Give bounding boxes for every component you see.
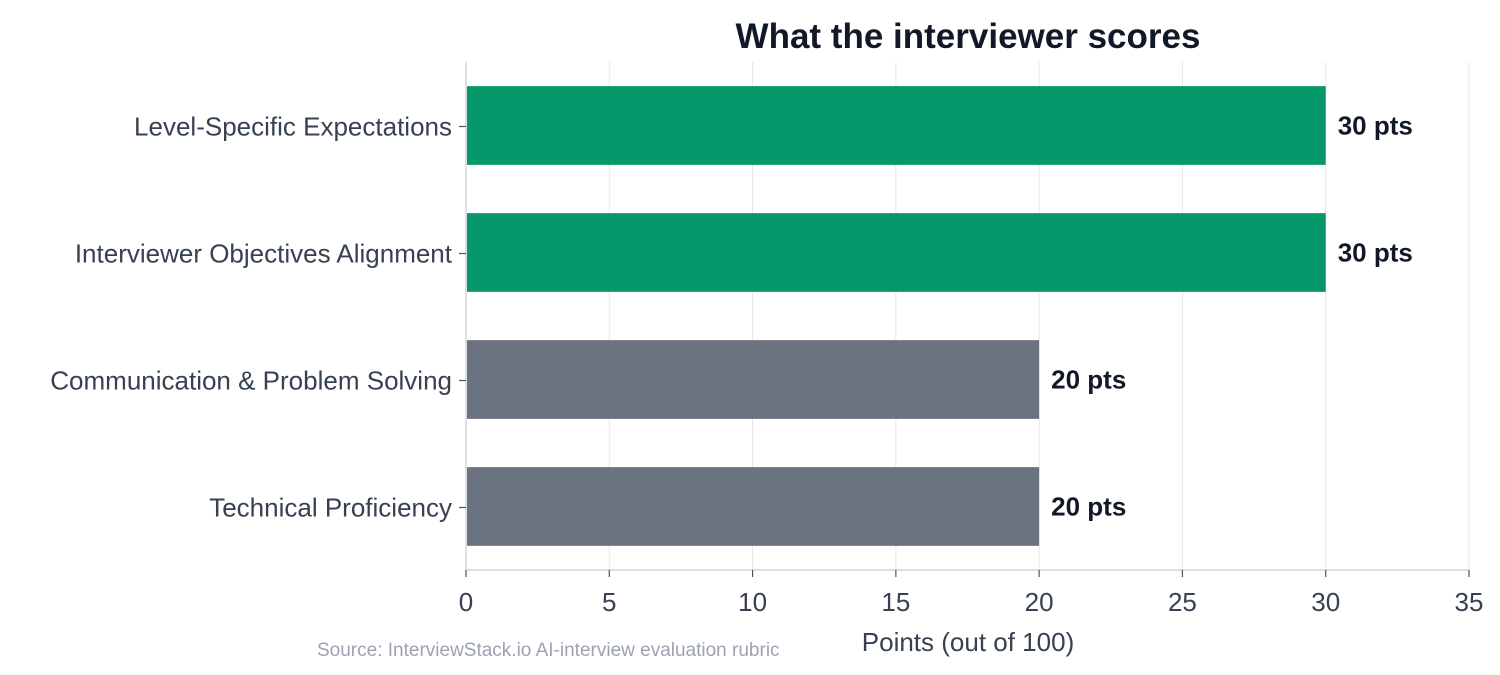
category-label: Technical Proficiency bbox=[209, 493, 452, 523]
x-tick-label: 20 bbox=[1025, 587, 1054, 617]
bar bbox=[467, 340, 1040, 419]
x-tick-label: 15 bbox=[881, 587, 910, 617]
chart-title: What the interviewer scores bbox=[736, 17, 1201, 56]
value-label: 30 pts bbox=[1338, 238, 1413, 268]
value-labels: 30 pts 30 pts 20 pts 20 pts bbox=[1051, 111, 1413, 522]
x-tick-label: 35 bbox=[1455, 587, 1484, 617]
value-label: 20 pts bbox=[1051, 365, 1126, 395]
category-label: Interviewer Objectives Alignment bbox=[75, 239, 453, 269]
bar bbox=[467, 86, 1326, 165]
x-axis: 0 5 10 15 20 25 30 35 bbox=[459, 62, 1484, 617]
x-tick-label: 10 bbox=[738, 587, 767, 617]
x-tick-label: 25 bbox=[1168, 587, 1197, 617]
x-tick-label: 30 bbox=[1311, 587, 1340, 617]
category-label: Communication & Problem Solving bbox=[50, 366, 452, 396]
category-label: Level-Specific Expectations bbox=[134, 112, 452, 142]
x-tick-label: 5 bbox=[602, 587, 616, 617]
category-labels: Level-Specific Expectations Interviewer O… bbox=[50, 112, 453, 523]
x-tick-label: 0 bbox=[459, 587, 473, 617]
bar bbox=[467, 467, 1040, 546]
value-label: 20 pts bbox=[1051, 492, 1126, 522]
x-axis-title: Points (out of 100) bbox=[862, 627, 1074, 657]
source-note: Source: InterviewStack.io AI-interview e… bbox=[317, 640, 780, 661]
value-label: 30 pts bbox=[1338, 111, 1413, 141]
bar bbox=[467, 213, 1326, 292]
bars bbox=[467, 86, 1326, 546]
